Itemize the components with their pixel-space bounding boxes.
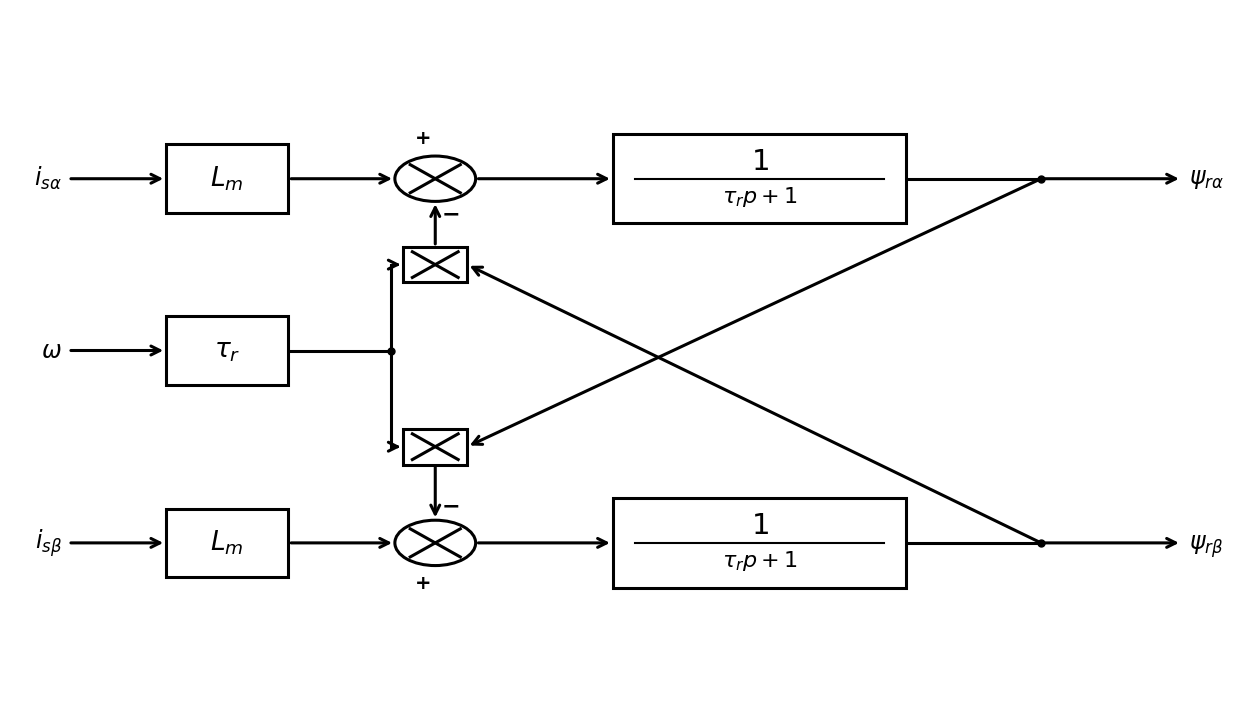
- Text: −: −: [441, 205, 460, 225]
- Bar: [403, 247, 467, 283]
- Bar: [166, 316, 289, 385]
- Bar: [613, 498, 906, 587]
- Text: $i_{s\alpha}$: $i_{s\alpha}$: [35, 165, 62, 192]
- Text: $\psi_{r\alpha}$: $\psi_{r\alpha}$: [1189, 167, 1224, 191]
- Bar: [166, 508, 289, 577]
- Text: $L_m$: $L_m$: [211, 165, 244, 193]
- Text: $1$: $1$: [750, 148, 769, 176]
- Text: $\tau_r$: $\tau_r$: [215, 337, 241, 364]
- Text: $L_m$: $L_m$: [211, 529, 244, 557]
- Text: $\omega$: $\omega$: [41, 339, 62, 362]
- Text: +: +: [415, 129, 432, 148]
- Bar: [403, 429, 467, 465]
- Text: $1$: $1$: [750, 512, 769, 540]
- Text: −: −: [441, 497, 460, 517]
- Bar: [613, 134, 906, 224]
- Text: $\psi_{r\beta}$: $\psi_{r\beta}$: [1189, 533, 1224, 559]
- Text: $i_{s\beta}$: $i_{s\beta}$: [35, 527, 62, 559]
- Text: $\tau_r p+1$: $\tau_r p+1$: [722, 549, 797, 573]
- Circle shape: [394, 520, 476, 566]
- Bar: [166, 144, 289, 213]
- Text: $\tau_r p+1$: $\tau_r p+1$: [722, 184, 797, 209]
- Text: +: +: [415, 574, 432, 593]
- Circle shape: [394, 156, 476, 201]
